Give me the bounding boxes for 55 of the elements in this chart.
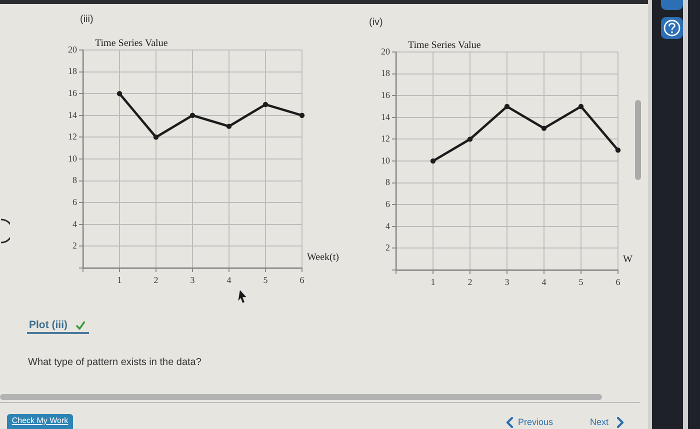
- text: Previous: [518, 417, 554, 427]
- y-tick-label: 8: [72, 175, 78, 186]
- y-tick-label: 18: [381, 68, 390, 78]
- point: [578, 104, 584, 110]
- point: [541, 126, 547, 131]
- x-tick-label: 2: [154, 274, 158, 285]
- point: [262, 102, 268, 108]
- y-tick-label: 20: [381, 46, 390, 56]
- point: [190, 112, 196, 118]
- x-tick-label: 2: [468, 276, 472, 287]
- y-axis-title: Time Series Value: [95, 38, 168, 49]
- chart-title: (iii): [80, 14, 94, 25]
- x-tick-label: 6: [616, 276, 621, 287]
- text: What type of pattern exists in the data?: [28, 357, 202, 368]
- y-tick-label: 6: [72, 196, 78, 207]
- x-tick-label: 5: [578, 276, 584, 287]
- x-tick-label: 4: [542, 276, 547, 287]
- point: [615, 148, 621, 153]
- y-tick-label: 6: [386, 198, 390, 209]
- y-tick-label: 4: [72, 218, 78, 229]
- y-tick-label: 10: [381, 155, 390, 166]
- button[interactable]: Check My Work: [7, 414, 73, 429]
- y-tick-label: 16: [68, 88, 78, 98]
- point: [226, 124, 232, 129]
- y-tick-label: 2: [72, 240, 77, 251]
- y-tick-label: 12: [68, 132, 77, 142]
- x-tick-label: 4: [226, 274, 232, 285]
- y-tick-label: 14: [68, 110, 78, 120]
- x-tick-label: 1: [117, 274, 122, 285]
- x-tick-label: 3: [190, 274, 196, 285]
- y-axis-title: Time Series Value: [408, 40, 482, 51]
- x-axis-title: Week(t): [307, 252, 339, 263]
- point: [467, 136, 473, 142]
- x-axis-title: W: [623, 254, 633, 265]
- x-tick-label: 5: [263, 274, 268, 285]
- y-tick-label: 20: [68, 44, 78, 54]
- point: [430, 158, 436, 164]
- y-tick-label: 8: [386, 177, 390, 188]
- y-tick-label: 16: [381, 90, 390, 100]
- x-tick-label: 3: [504, 276, 510, 287]
- text: Plot (iii): [29, 319, 68, 331]
- y-tick-label: 10: [68, 153, 78, 164]
- point: [116, 91, 122, 96]
- y-tick-label: 12: [381, 134, 390, 144]
- x-tick-label: 6: [300, 274, 305, 285]
- x-tick-label: 1: [430, 276, 436, 287]
- point: [299, 112, 305, 118]
- y-tick-label: 2: [386, 242, 390, 253]
- chart-title: (iv): [369, 17, 383, 28]
- text: Next: [590, 417, 609, 427]
- y-tick-label: 4: [386, 220, 390, 231]
- point: [153, 134, 159, 140]
- y-tick-label: 18: [68, 66, 78, 76]
- y-tick-label: 14: [381, 112, 390, 122]
- point: [504, 104, 510, 110]
